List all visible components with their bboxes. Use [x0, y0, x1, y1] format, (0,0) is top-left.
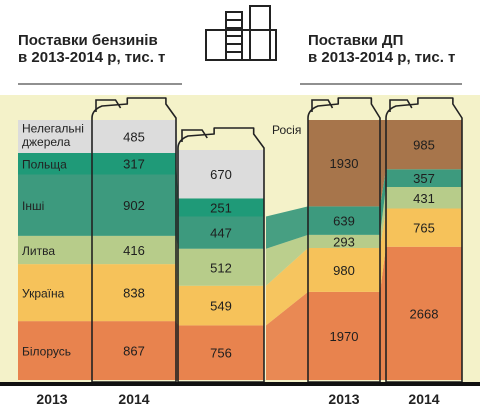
diesel-series-1-area: [308, 246, 462, 380]
gasoline-value-label: 549: [210, 299, 232, 314]
diesel-2013-canister: [307, 97, 381, 383]
diesel-value-label: 431: [413, 191, 435, 206]
x-tick-label: 2013: [36, 391, 67, 407]
gasoline-series-name: Литва: [22, 244, 55, 258]
diesel-value-label: 293: [333, 234, 355, 249]
refinery-tank: [249, 5, 271, 61]
gasoline-2013-canister: [91, 97, 177, 383]
x-tick-label: 2013: [328, 391, 359, 407]
gasoline-value-label: 838: [123, 286, 145, 301]
diesel-value-label: 2668: [410, 306, 439, 321]
diesel-series-5-area: [308, 120, 462, 207]
gasoline-value-label: 512: [210, 260, 232, 275]
x-tick-label: 2014: [408, 391, 439, 407]
gasoline-series-name: Польща: [22, 158, 67, 172]
diesel-value-label: 639: [333, 214, 355, 229]
refinery-icon: [205, 5, 277, 61]
diesel-value-label: 980: [333, 263, 355, 278]
gasoline-2014-canister-handle: [181, 129, 208, 142]
gasoline-series-name: Нелегальні джерела: [22, 121, 84, 148]
transition-band-1: [266, 291, 308, 380]
diesel-2013-canister-handle: [311, 99, 334, 112]
diesel-value-label: 985: [413, 138, 435, 153]
diesel-value-label: 357: [413, 171, 435, 186]
gasoline-2013-canister-handle: [95, 99, 122, 112]
gasoline-value-label: 447: [210, 226, 232, 241]
diesel-2014-canister: [385, 97, 463, 383]
diesel-value-label: 1930: [330, 156, 359, 171]
gasoline-series-5-area: [18, 152, 264, 217]
gasoline-value-label: 670: [210, 167, 232, 182]
gasoline-value-label: 902: [123, 198, 145, 213]
gasoline-chart-title: Поставки бензинів в 2013-2014 р, тис. т: [18, 32, 165, 66]
gasoline-value-label: 867: [123, 344, 145, 359]
transition-band-2: [266, 248, 308, 326]
diesel-2014-canister-handle: [389, 99, 413, 112]
gasoline-value-label: 251: [210, 200, 232, 215]
diesel-series-2-area: [308, 208, 462, 292]
diesel-series-3-area: [308, 187, 462, 249]
diesel-value-label: 765: [413, 221, 435, 236]
transition-band-4: [266, 206, 308, 249]
gasoline-series-4-area: [18, 174, 264, 249]
gasoline-series-1-area: [18, 321, 264, 380]
gasoline-value-label: 317: [123, 157, 145, 172]
gasoline-series-3-area: [18, 235, 264, 286]
gasoline-series-name: Білорусь: [22, 345, 71, 359]
gasoline-series-2-area: [18, 264, 264, 326]
x-tick-label: 2014: [118, 391, 149, 407]
gasoline-2014-canister: [177, 127, 265, 383]
diesel-chart-title: Поставки ДП в 2013-2014 р, тис. т: [308, 32, 455, 66]
gasoline-value-label: 485: [123, 129, 145, 144]
gasoline-value-label: 756: [210, 346, 232, 361]
diesel-series-name: Росія: [272, 123, 301, 137]
gasoline-series-name: Україна: [22, 287, 65, 301]
diesel-value-label: 1970: [330, 329, 359, 344]
gasoline-series-name: Інші: [22, 199, 44, 213]
transition-band-3: [266, 234, 308, 286]
x-axis-rule: [0, 382, 480, 386]
gasoline-value-label: 416: [123, 243, 145, 258]
gasoline-series-6-area: [18, 120, 264, 199]
diesel-series-4-area: [308, 169, 462, 235]
